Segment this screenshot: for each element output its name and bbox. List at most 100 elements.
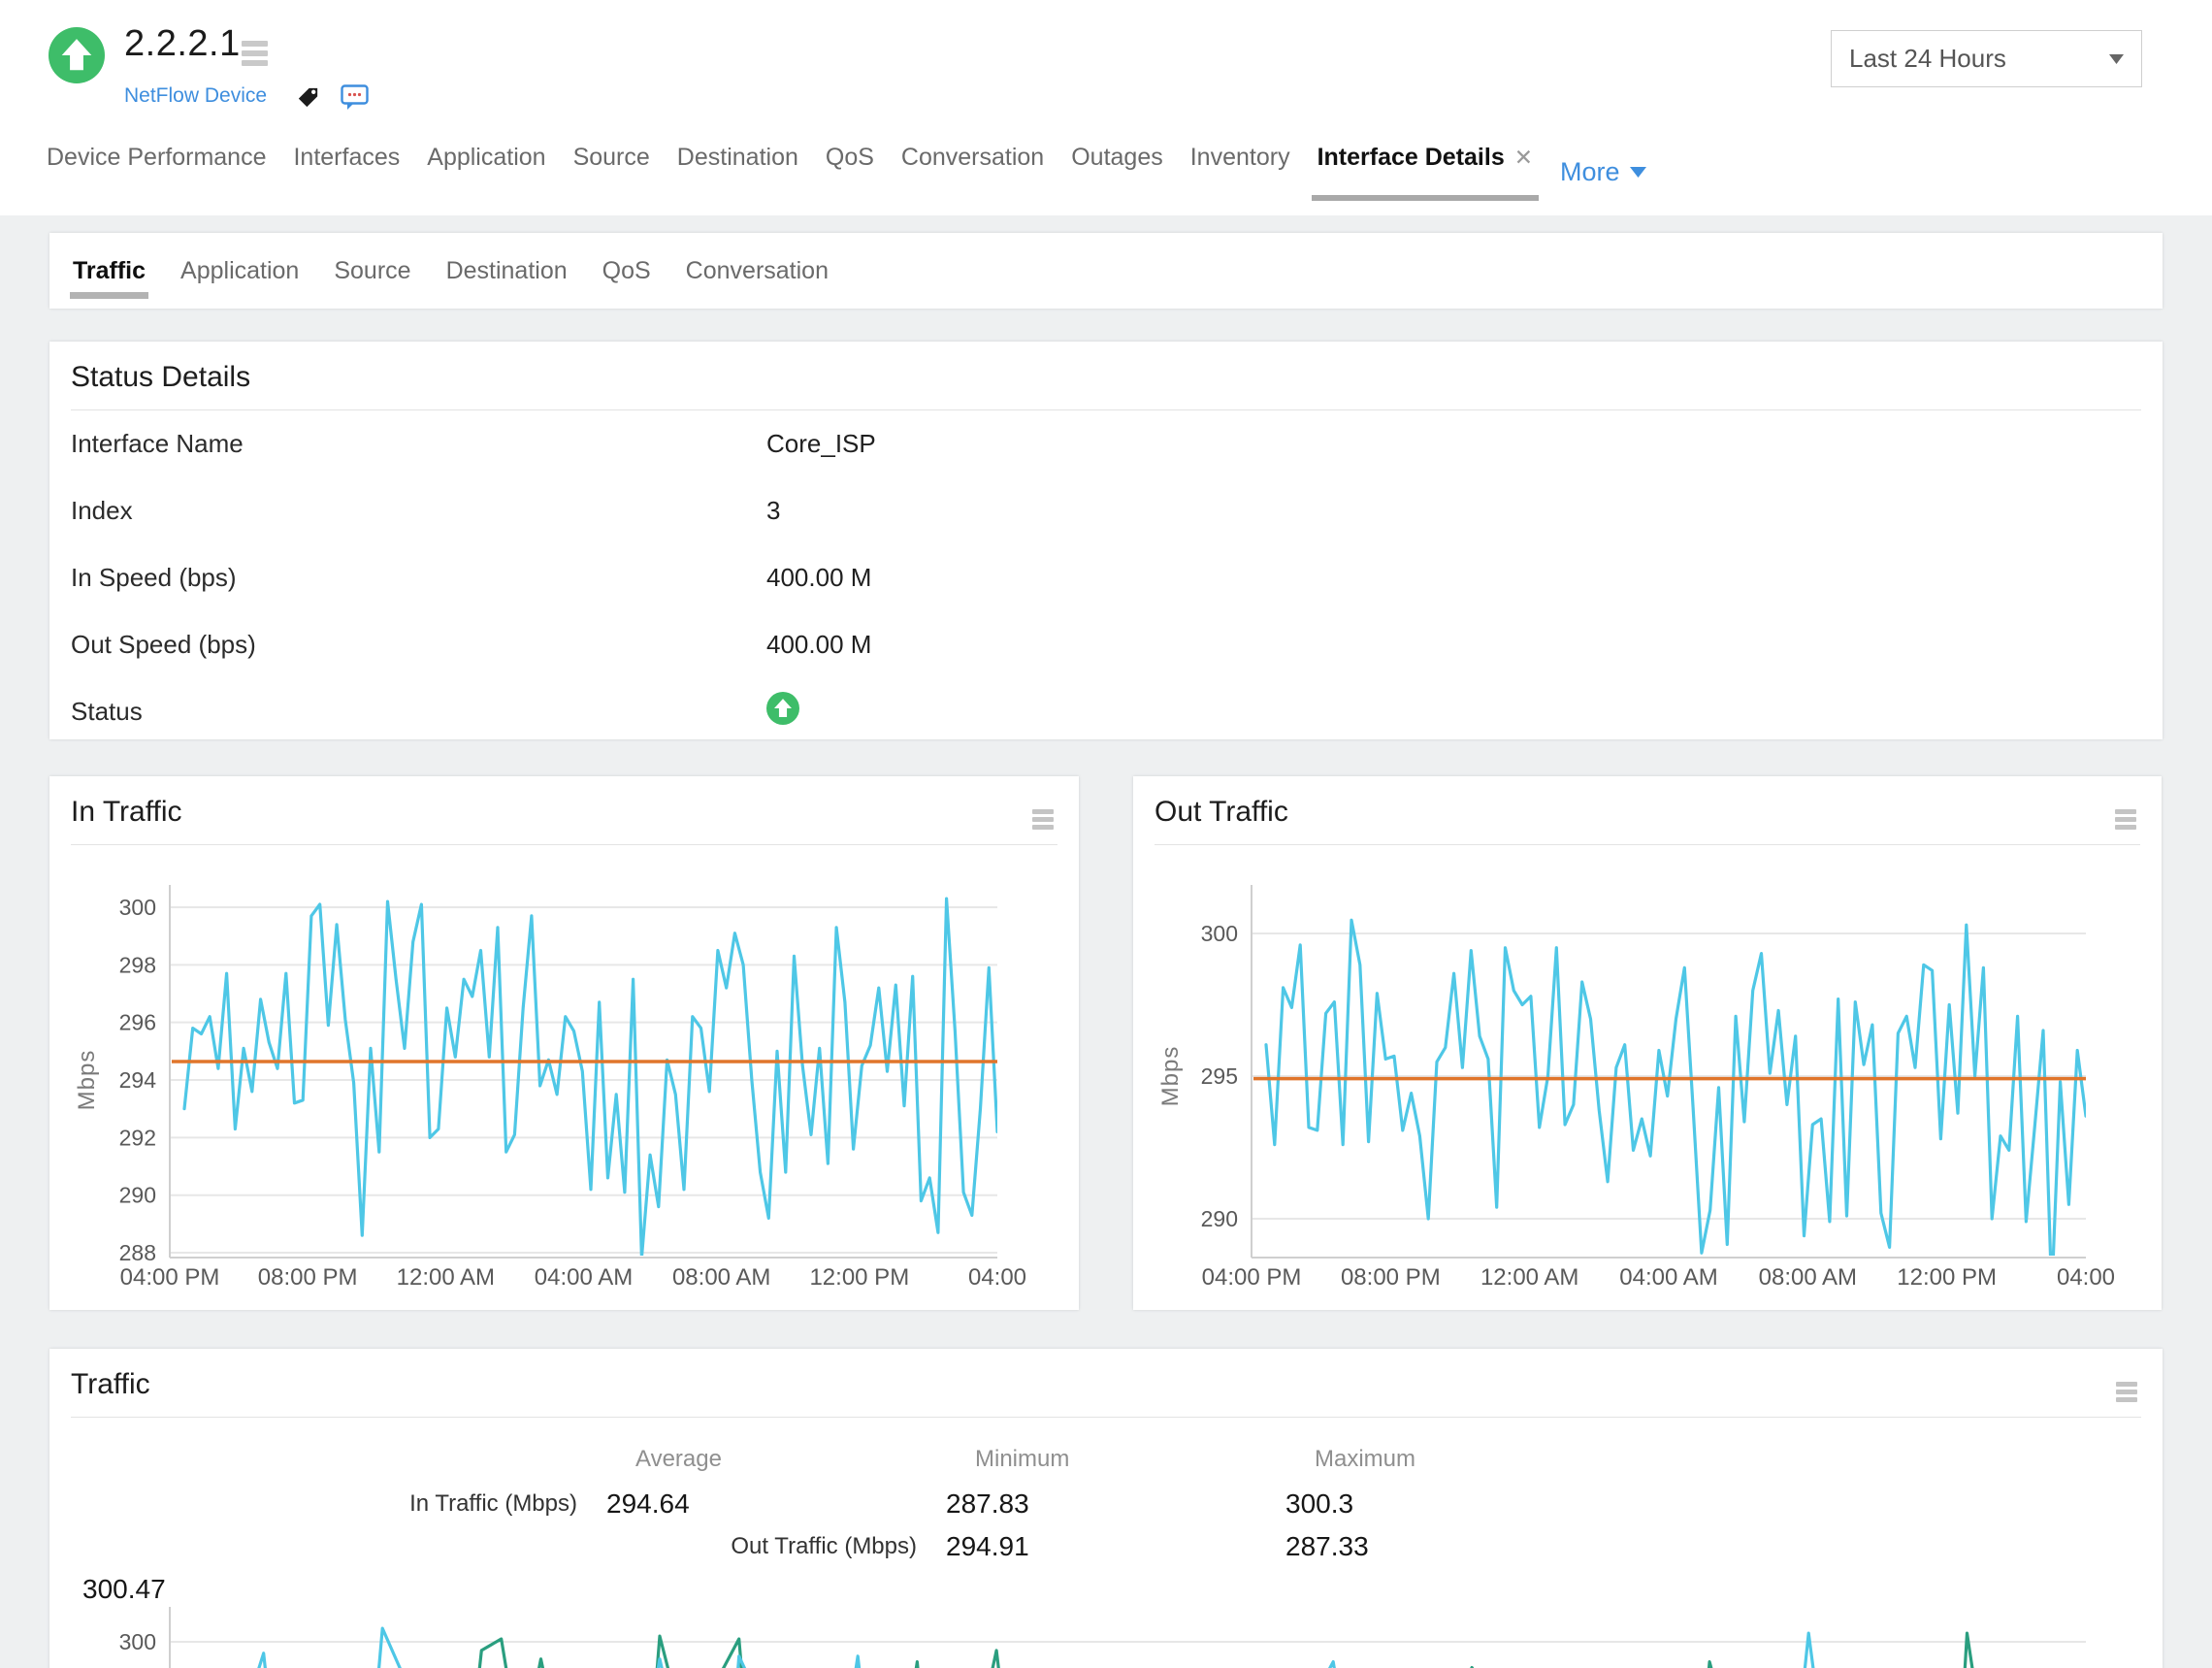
status-row: Index 3 bbox=[71, 477, 2141, 544]
sub-tabs: Traffic Application Source Destination QoS Co… bbox=[49, 233, 2163, 309]
device-status-up-icon bbox=[49, 27, 105, 83]
traffic-summary-table: Average Minimum Maximum In Traffic (Mbps) 29… bbox=[71, 1430, 2141, 1609]
sub-tab-traffic[interactable]: Traffic bbox=[69, 233, 149, 309]
sub-tab-source[interactable]: Source bbox=[334, 256, 411, 284]
status-details-panel: Status Details Interface Name Core_ISP Ind… bbox=[49, 342, 2163, 739]
main-tab-destination[interactable]: Destination bbox=[677, 144, 798, 201]
summary-value: 300.3 bbox=[1285, 1488, 1354, 1519]
main-tab-label: Conversation bbox=[900, 144, 1045, 171]
main-tab-label: Inventory bbox=[1189, 144, 1290, 171]
card-menu-icon[interactable] bbox=[2115, 809, 2136, 833]
device-type-link[interactable]: NetFlow Device bbox=[124, 84, 268, 107]
status-row-value bbox=[766, 692, 799, 732]
summary-col-header: Average bbox=[635, 1446, 722, 1472]
chevron-down-icon bbox=[1629, 167, 1646, 178]
svg-text:Mbps: Mbps bbox=[74, 1050, 100, 1111]
status-up-icon bbox=[766, 692, 799, 725]
svg-text:12:00 PM: 12:00 PM bbox=[809, 1264, 909, 1291]
main-tab-application[interactable]: Application bbox=[427, 144, 545, 201]
status-row-label: Status bbox=[71, 697, 143, 726]
in-traffic-chart: 288 290 292 294 296 298 300 04:00 PM 08:00 PM 12:… bbox=[74, 885, 1026, 1291]
sub-tab-qos[interactable]: QoS bbox=[602, 256, 651, 284]
sub-tab-conversation[interactable]: Conversation bbox=[685, 256, 829, 284]
main-tab-qos[interactable]: QoS bbox=[826, 144, 874, 201]
divider bbox=[71, 409, 2141, 410]
charts-row: In Traffic 288 290 292 294 296 298 300 04:00 PM… bbox=[49, 776, 2163, 1310]
status-row: Status bbox=[71, 678, 2141, 745]
svg-text:290: 290 bbox=[1201, 1206, 1238, 1231]
svg-text:04:00 AM: 04:00 AM bbox=[535, 1264, 633, 1291]
summary-value: 287.83 bbox=[946, 1488, 1029, 1519]
svg-text:298: 298 bbox=[119, 952, 156, 977]
svg-text:08:00 PM: 08:00 PM bbox=[1341, 1264, 1441, 1291]
svg-text:04:00: 04:00 bbox=[2057, 1264, 2115, 1291]
status-row-value: 3 bbox=[766, 496, 781, 525]
in-traffic-panel: In Traffic 288 290 292 294 296 298 300 04:00 PM… bbox=[49, 776, 1079, 1310]
time-range-value: Last 24 Hours bbox=[1849, 44, 2006, 73]
main-tab-conversation[interactable]: Conversation bbox=[901, 144, 1044, 201]
svg-text:300: 300 bbox=[1201, 921, 1238, 946]
out-traffic-title: Out Traffic bbox=[1155, 796, 1288, 828]
main-tab-outages[interactable]: Outages bbox=[1071, 144, 1163, 201]
svg-text:300: 300 bbox=[119, 895, 156, 920]
status-row: Out Speed (bps) 400.00 M bbox=[71, 611, 2141, 678]
out-traffic-panel: Out Traffic 290 295 300 04:00 PM 08:00 PM 12:… bbox=[1133, 776, 2162, 1310]
card-menu-icon[interactable] bbox=[2116, 1382, 2137, 1405]
tag-icon[interactable] bbox=[296, 85, 320, 110]
card-menu-icon[interactable] bbox=[1032, 809, 1054, 833]
main-tab-inventory[interactable]: Inventory bbox=[1190, 144, 1290, 201]
svg-text:12:00 AM: 12:00 AM bbox=[397, 1264, 495, 1291]
summary-corner bbox=[71, 1430, 595, 1481]
status-row-value: Core_ISP bbox=[766, 429, 876, 458]
tab-more[interactable]: More bbox=[1560, 144, 1646, 201]
svg-text:300: 300 bbox=[119, 1629, 156, 1654]
main-tab-label: Application bbox=[427, 144, 546, 171]
status-details-rows: Interface Name Core_ISP Index 3 In Speed (bp… bbox=[71, 410, 2141, 745]
status-row: In Speed (bps) 400.00 M bbox=[71, 544, 2141, 611]
summary-value: 300.47 bbox=[82, 1574, 166, 1604]
summary-col-header: Minimum bbox=[975, 1446, 1070, 1472]
svg-text:Mbps: Mbps bbox=[1157, 1046, 1184, 1107]
status-details-title: Status Details bbox=[71, 361, 251, 393]
divider bbox=[71, 1417, 2141, 1418]
main-tabs: Device Performance Interfaces Application S… bbox=[47, 144, 1646, 201]
main-tab-label: Interfaces bbox=[293, 144, 401, 171]
svg-text:290: 290 bbox=[119, 1183, 156, 1208]
summary-spacer bbox=[595, 1566, 934, 1609]
device-menu-icon[interactable] bbox=[242, 41, 268, 70]
main-tab-device-performance[interactable]: Device Performance bbox=[47, 144, 266, 201]
chat-icon[interactable] bbox=[341, 84, 369, 111]
traffic-panel: Traffic Average Minimum Maximum In Traffic … bbox=[49, 1349, 2163, 1668]
summary-value: 294.64 bbox=[606, 1488, 690, 1519]
main-tab-source[interactable]: Source bbox=[573, 144, 650, 201]
time-range-select[interactable]: Last 24 Hours bbox=[1831, 30, 2142, 87]
status-row-label: Index bbox=[71, 496, 133, 525]
svg-text:294: 294 bbox=[119, 1067, 157, 1093]
main-tab-interfaces[interactable]: Interfaces bbox=[293, 144, 400, 201]
summary-col-header: Maximum bbox=[1315, 1446, 1416, 1472]
in-traffic-header: In Traffic bbox=[49, 776, 1079, 845]
summary-value: 294.91 bbox=[946, 1531, 1029, 1561]
svg-text:04:00: 04:00 bbox=[968, 1264, 1026, 1291]
close-tab-icon[interactable]: ✕ bbox=[1513, 145, 1533, 170]
main-tab-interface-details[interactable]: Interface Details ✕ bbox=[1311, 144, 1540, 201]
page-title: 2.2.2.1 bbox=[124, 23, 241, 64]
main-tab-label: Destination bbox=[676, 144, 798, 171]
main-tab-label: Outages bbox=[1071, 144, 1163, 171]
traffic-combined-chart: 300 bbox=[119, 1607, 2086, 1668]
sub-tab-application[interactable]: Application bbox=[180, 256, 300, 284]
svg-text:292: 292 bbox=[119, 1125, 156, 1150]
svg-text:12:00 PM: 12:00 PM bbox=[1897, 1264, 1997, 1291]
summary-value: 287.33 bbox=[1285, 1531, 1369, 1561]
traffic-title: Traffic bbox=[71, 1368, 150, 1400]
status-row: Interface Name Core_ISP bbox=[71, 410, 2141, 477]
svg-text:08:00 PM: 08:00 PM bbox=[258, 1264, 358, 1291]
svg-text:295: 295 bbox=[1201, 1063, 1238, 1089]
svg-text:12:00 AM: 12:00 AM bbox=[1480, 1264, 1578, 1291]
svg-text:296: 296 bbox=[119, 1010, 156, 1035]
out-traffic-chart: 290 295 300 04:00 PM 08:00 PM 12:00 AM 04:00 A… bbox=[1157, 885, 2115, 1291]
status-row-label: In Speed (bps) bbox=[71, 563, 237, 592]
sub-tab-destination[interactable]: Destination bbox=[445, 256, 568, 284]
summary-row-label: In Traffic (Mbps) bbox=[409, 1490, 577, 1517]
